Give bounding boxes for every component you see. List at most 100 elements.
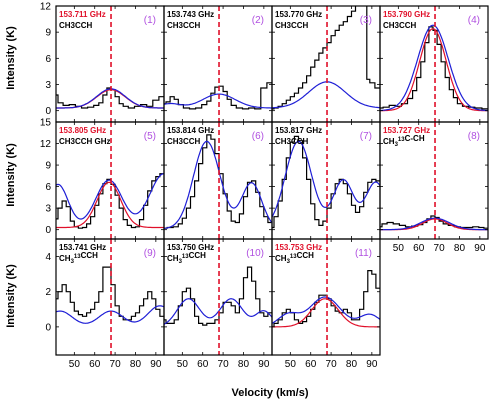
- fit-model-blue: [272, 296, 380, 324]
- y-tick-label: 0: [45, 106, 51, 117]
- x-tick-label: 90: [258, 359, 270, 370]
- x-tick-label: 80: [130, 359, 142, 370]
- x-tick-label: 60: [197, 359, 209, 370]
- molecule-label: CH313CCH: [275, 251, 314, 265]
- panel-number: (10): [246, 248, 264, 259]
- fit-model-blue: [272, 140, 380, 218]
- panel-number: (2): [252, 15, 264, 26]
- x-tick-label: 50: [393, 243, 405, 254]
- y-tick-label: 4: [45, 252, 51, 263]
- lte-model-red: [56, 181, 164, 229]
- panel-6: 153.814 GHz CH3CCH (6): [163, 121, 273, 240]
- panel-5: 0 3 6 9 12 15 153.805 GHz CH3CCH GHz (5): [40, 118, 165, 240]
- frequency-label: 153.814 GHz: [167, 126, 214, 135]
- panel-number: (3): [360, 15, 372, 26]
- molecule-label: CH3CCH: [275, 137, 309, 146]
- observed-spectrum: [272, 135, 380, 229]
- frequency-label: 153.750 GHz: [167, 243, 214, 252]
- frequency-label: 153.770 GHz: [275, 10, 322, 19]
- x-tick-label: 50: [177, 359, 189, 370]
- y-axis-label-row3: Intensity (K): [5, 264, 17, 328]
- x-tick-label: 80: [454, 243, 466, 254]
- frequency-label: 153.743 GHz: [167, 10, 214, 19]
- x-axis-label: Velocity (km/s): [231, 387, 308, 399]
- observed-spectrum: [56, 266, 164, 321]
- molecule-label-part: CH3CCH: [383, 21, 417, 30]
- molecule-label-part: C-CH: [405, 134, 425, 143]
- observed-spectrum: [272, 6, 380, 110]
- molecule-label-part: CH: [167, 254, 179, 263]
- molecule-label-part: CCH: [297, 251, 315, 260]
- panel-plot-area: [272, 239, 380, 355]
- lte-model-red: [272, 298, 380, 328]
- frequency-label: 153.790 GHz: [383, 10, 430, 19]
- panel-plot-area: [56, 239, 164, 355]
- x-tick-label: 50: [69, 359, 81, 370]
- panel-number: (6): [252, 131, 264, 142]
- fit-model-blue: [56, 88, 164, 109]
- y-tick-label: 12: [40, 2, 52, 13]
- observed-spectrum: [56, 87, 164, 109]
- fit-model-blue: [56, 173, 164, 220]
- panel-plot-area: [56, 6, 164, 122]
- x-tick-label: 70: [110, 359, 122, 370]
- molecule-label-part: CH3CCH: [275, 137, 309, 146]
- molecule-label: CH3CCH: [59, 21, 93, 30]
- y-tick-label: 2: [45, 287, 51, 298]
- panel-number: (5): [144, 131, 156, 142]
- y-tick-label: 3: [45, 204, 51, 215]
- lte-model-red: [56, 89, 164, 109]
- x-tick-label: 60: [89, 359, 101, 370]
- molecule-label-part: 13: [398, 137, 405, 143]
- panel-plot-area: [164, 122, 272, 239]
- frequency-label: 153.805 GHz: [59, 126, 106, 135]
- y-tick-label: 9: [45, 161, 51, 172]
- molecule-label: CH3CCH: [167, 137, 201, 146]
- y-axis-label-row1: Intensity (K): [5, 26, 17, 90]
- molecule-label: CH3CCH: [383, 21, 417, 30]
- panel-1: 0 3 6 9 12 153.711 GHz CH3CCH (1): [40, 2, 165, 123]
- panel-plot-area: [380, 122, 488, 239]
- molecule-label-part: CH3CCH GHz: [59, 137, 111, 146]
- y-axis-label-row2: Intensity (K): [5, 143, 17, 207]
- observed-spectrum: [164, 82, 272, 110]
- panel-number: (8): [468, 131, 480, 142]
- panel-plot-area: [164, 239, 272, 355]
- molecule-label-part: CH3CCH: [59, 21, 93, 30]
- observed-spectrum: [380, 26, 488, 110]
- molecule-label-part: 3: [71, 259, 75, 265]
- panel-2: 153.743 GHz CH3CCH (2): [163, 5, 273, 123]
- observed-spectrum: [380, 215, 488, 229]
- molecule-label: CH313CCH: [167, 251, 206, 265]
- x-tick-label: 70: [218, 359, 230, 370]
- observed-spectrum: [272, 270, 380, 328]
- fit-model-blue: [272, 81, 380, 109]
- x-tick-label: 70: [434, 243, 446, 254]
- y-tick-label: 6: [45, 54, 51, 65]
- panel-number: (1): [144, 15, 156, 26]
- observed-spectrum: [164, 266, 272, 326]
- fit-model-blue: [164, 93, 272, 109]
- molecule-label: CH3CCH: [275, 21, 309, 30]
- observed-spectrum: [164, 134, 272, 229]
- panel-number: (9): [144, 248, 156, 259]
- fit-model-blue: [56, 305, 164, 324]
- y-tick-label: 6: [45, 182, 51, 193]
- molecule-label: CH313CCH: [59, 251, 98, 265]
- x-tick-label: 80: [346, 359, 358, 370]
- panel-number: (4): [468, 15, 480, 26]
- molecule-label-part: CCH: [81, 251, 99, 260]
- molecule-label-part: 13: [74, 254, 81, 260]
- x-tick-label: 70: [326, 359, 338, 370]
- x-tick-label: 90: [150, 359, 162, 370]
- x-tick-label: 50: [285, 359, 297, 370]
- axes-labels: Intensity (K) Intensity (K) Intensity (K…: [5, 26, 309, 399]
- molecule-label-part: 3: [395, 142, 399, 148]
- fit-model-blue: [380, 24, 488, 112]
- lte-model-red: [380, 28, 488, 112]
- x-tick-label: 80: [238, 359, 250, 370]
